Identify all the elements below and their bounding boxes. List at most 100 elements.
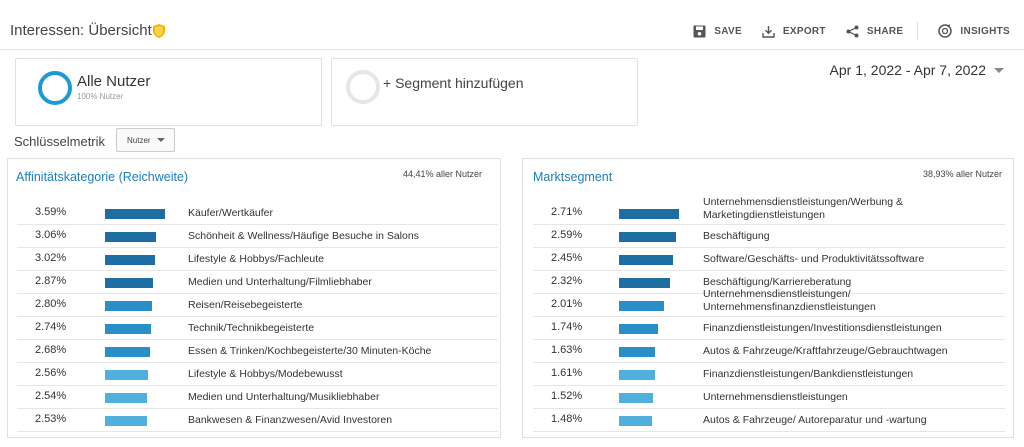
add-segment-label: + Segment hinzufügen <box>383 75 524 91</box>
row-percentage: 1.52% <box>551 390 583 402</box>
table-row: 2.56% Lifestyle & Hobbys/Modebewusst <box>17 363 498 386</box>
row-percentage: 2.71% <box>551 206 583 218</box>
segment-color-ring <box>38 71 72 105</box>
key-metric-label: Schlüsselmetrik <box>14 134 106 149</box>
share-button[interactable]: SHARE <box>846 25 904 38</box>
row-bar <box>619 393 653 403</box>
table-row: 2.80% Reisen/Reisebegeisterte <box>17 294 498 317</box>
row-percentage: 2.53% <box>35 413 67 425</box>
row-bar <box>105 301 152 311</box>
row-label[interactable]: Autos & Fahrzeuge/Kraftfahrzeuge/Gebrauc… <box>703 345 948 357</box>
row-label[interactable]: Käufer/Wertkäufer <box>188 207 274 219</box>
row-percentage: 1.61% <box>551 367 583 379</box>
row-bar <box>619 416 652 426</box>
row-label[interactable]: Software/Geschäfts- und Produktivitätsso… <box>703 253 925 265</box>
market-panel-title[interactable]: Marktsegment <box>533 170 613 184</box>
row-label[interactable]: Schönheit & Wellness/Häufige Besuche in … <box>188 230 419 242</box>
row-percentage: 2.74% <box>35 321 67 333</box>
table-row: 2.68% Essen & Trinken/Kochbegeisterte/30 … <box>17 340 498 363</box>
row-bar <box>105 416 147 426</box>
row-label[interactable]: Beschäftigung <box>703 230 770 242</box>
market-segment-panel: Marktsegment 38,93% aller Nutzer 2.71% Un… <box>522 158 1014 438</box>
row-bar <box>105 370 148 380</box>
empty-segment-ring <box>346 70 380 104</box>
row-bar <box>619 324 658 334</box>
row-label[interactable]: Unternehmensdienstleistungen <box>703 391 848 403</box>
row-percentage: 2.54% <box>35 390 67 402</box>
row-label[interactable]: Autos & Fahrzeuge/ Autoreparatur und -wa… <box>703 414 927 426</box>
add-segment-card[interactable]: + Segment hinzufügen <box>331 58 638 126</box>
table-row: 3.59% Käufer/Wertkäufer <box>17 202 498 225</box>
row-percentage: 2.32% <box>551 275 583 287</box>
date-range-picker[interactable]: Apr 1, 2022 - Apr 7, 2022 <box>830 62 1004 78</box>
report-header: Interessen: Übersicht SAVE EXPORT <box>0 0 1024 50</box>
row-label[interactable]: Unternehmensdienstleistungen/Werbung & M… <box>703 196 904 221</box>
row-percentage: 2.56% <box>35 367 67 379</box>
row-label[interactable]: Finanzdienstleistungen/Investitionsdiens… <box>703 322 942 334</box>
shield-icon <box>153 24 165 38</box>
row-bar <box>105 278 153 288</box>
row-bar <box>105 324 151 334</box>
save-icon <box>693 25 706 37</box>
row-label[interactable]: Medien und Unterhaltung/Musikliebhaber <box>188 391 380 403</box>
table-row: 1.74% Finanzdienstleistungen/Investitions… <box>533 317 1005 340</box>
row-bar <box>619 209 679 219</box>
affinity-category-panel: Affinitätskategorie (Reichweite) 44,41% … <box>7 158 501 438</box>
table-row: 2.53% Bankwesen & Finanzwesen/Avid Invest… <box>17 409 498 432</box>
table-row: 2.59% Beschäftigung <box>533 225 1005 248</box>
share-icon <box>846 25 859 37</box>
table-row: 1.63% Autos & Fahrzeuge/Kraftfahrzeuge/Ge… <box>533 340 1005 363</box>
row-label[interactable]: Bankwesen & Finanzwesen/Avid Investoren <box>188 414 393 426</box>
row-label[interactable]: Finanzdienstleistungen/Bankdienstleistun… <box>703 368 914 380</box>
row-label[interactable]: Essen & Trinken/Kochbegeisterte/30 Minut… <box>188 345 432 357</box>
insights-label: INSIGHTS <box>960 25 1010 37</box>
segment-subtitle: 100% Nutzer <box>77 92 124 101</box>
row-percentage: 2.45% <box>551 252 583 264</box>
insights-icon <box>938 24 953 38</box>
row-percentage: 1.48% <box>551 413 583 425</box>
row-percentage: 1.74% <box>551 321 583 333</box>
affinity-panel-title[interactable]: Affinitätskategorie (Reichweite) <box>16 170 189 184</box>
row-percentage: 3.59% <box>35 206 67 218</box>
table-row: 1.48% Autos & Fahrzeuge/ Autoreparatur un… <box>533 409 1005 432</box>
toolbar: SAVE EXPORT SHARE INSIGH <box>673 22 1010 40</box>
row-bar <box>105 209 165 219</box>
row-label[interactable]: Technik/Technikbegeisterte <box>188 322 315 334</box>
row-percentage: 3.02% <box>35 252 67 264</box>
table-row: 2.54% Medien und Unterhaltung/Musikliebha… <box>17 386 498 409</box>
row-label[interactable]: Reisen/Reisebegeisterte <box>188 299 303 311</box>
row-percentage: 2.01% <box>551 298 583 310</box>
chevron-down-icon <box>156 138 165 142</box>
save-button[interactable]: SAVE <box>693 25 742 38</box>
row-percentage: 2.68% <box>35 344 67 356</box>
export-button[interactable]: EXPORT <box>762 25 826 38</box>
share-label: SHARE <box>866 25 904 37</box>
table-row: 2.74% Technik/Technikbegeisterte <box>17 317 498 340</box>
row-bar <box>105 255 155 265</box>
table-row: 2.87% Medien und Unterhaltung/Filmliebhab… <box>17 271 498 294</box>
table-row: 2.01% Unternehmensdienstleistungen/ Unter… <box>533 288 1005 317</box>
affinity-panel-stat: 44,41% aller Nutzer <box>402 169 482 179</box>
segment-card-all-users[interactable]: Alle Nutzer 100% Nutzer <box>15 58 322 126</box>
row-label[interactable]: Medien und Unterhaltung/Filmliebhaber <box>188 276 372 288</box>
page-title: Interessen: Übersicht <box>10 22 152 39</box>
save-label: SAVE <box>714 25 742 37</box>
row-bar <box>619 370 655 380</box>
row-percentage: 3.06% <box>35 229 67 241</box>
row-bar <box>105 393 147 403</box>
row-percentage: 2.80% <box>35 298 67 310</box>
toolbar-divider <box>917 22 919 40</box>
row-label[interactable]: Unternehmensdienstleistungen/ Unternehme… <box>703 288 876 313</box>
row-bar <box>619 255 673 265</box>
row-percentage: 2.87% <box>35 275 67 287</box>
row-label[interactable]: Lifestyle & Hobbys/Fachleute <box>188 253 324 265</box>
insights-button[interactable]: INSIGHTS <box>938 24 1010 38</box>
date-range-label: Apr 1, 2022 - Apr 7, 2022 <box>829 62 986 78</box>
export-label: EXPORT <box>782 25 826 37</box>
table-row: 1.61% Finanzdienstleistungen/Bankdienstle… <box>533 363 1005 386</box>
chevron-down-icon <box>994 67 1004 73</box>
export-icon <box>762 25 775 38</box>
row-label[interactable]: Lifestyle & Hobbys/Modebewusst <box>188 368 343 380</box>
key-metric-dropdown[interactable]: Nutzer <box>116 128 175 152</box>
row-label[interactable]: Beschäftigung/Karriereberatung <box>703 276 852 288</box>
